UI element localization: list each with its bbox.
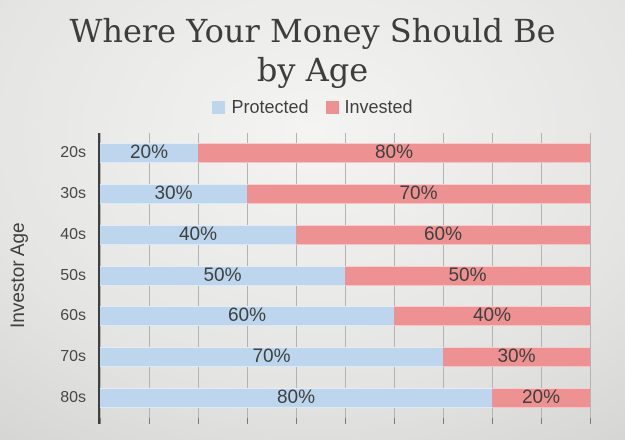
bar-value-label: 30% bbox=[154, 184, 193, 205]
legend: Protected Invested bbox=[0, 97, 625, 118]
bar-segment-protected: 50% bbox=[100, 265, 345, 286]
bar-segment-invested: 50% bbox=[345, 265, 590, 286]
chart-row: 20s 20% 80% bbox=[0, 133, 590, 174]
bar-segment-protected: 70% bbox=[100, 346, 443, 367]
chart-row: 80s 80% 20% bbox=[0, 377, 590, 418]
stacked-bar: 60% 40% bbox=[100, 306, 590, 327]
bar-segment-invested: 20% bbox=[492, 387, 590, 408]
bar-segment-protected: 30% bbox=[100, 184, 247, 205]
bar-value-label: 20% bbox=[129, 143, 169, 164]
legend-item-invested: Invested bbox=[325, 97, 413, 118]
bar-value-label: 30% bbox=[497, 346, 536, 367]
bar-value-label: 80% bbox=[374, 143, 414, 164]
stacked-bar: 40% 60% bbox=[100, 224, 590, 245]
stacked-bar: 70% 30% bbox=[100, 346, 590, 367]
bar-value-label: 70% bbox=[252, 346, 291, 367]
axis-tick bbox=[100, 418, 101, 424]
bar-segment-invested: 40% bbox=[394, 306, 590, 327]
chart-title: Where Your Money Should Be by Age bbox=[69, 12, 556, 90]
bar-value-label: 60% bbox=[227, 306, 267, 327]
bar-segment-protected: 80% bbox=[100, 387, 492, 408]
axis-tick bbox=[492, 418, 493, 424]
bar-value-label: 20% bbox=[521, 387, 561, 408]
axis-tick bbox=[149, 418, 150, 424]
axis-tick bbox=[345, 418, 346, 424]
chart-row: 60s 60% 40% bbox=[0, 296, 590, 337]
legend-item-protected: Protected bbox=[212, 97, 309, 118]
legend-label-invested: Invested bbox=[344, 97, 413, 117]
chart-row: 50s 50% 50% bbox=[0, 255, 590, 296]
bar-value-label: 50% bbox=[448, 265, 487, 286]
bar-segment-invested: 70% bbox=[247, 184, 590, 205]
plot-area: 20s 20% 80% 30s 30% 70% 40s 40% 60% 50s 50% 50% 60s 6… bbox=[0, 133, 625, 424]
bar-value-label: 40% bbox=[178, 224, 218, 245]
axis-tick bbox=[541, 418, 542, 424]
bar-segment-invested: 80% bbox=[198, 143, 590, 164]
category-label: 70s bbox=[60, 347, 86, 365]
stacked-bar: 20% 80% bbox=[100, 143, 590, 164]
bar-value-label: 80% bbox=[276, 387, 316, 408]
stacked-bar: 30% 70% bbox=[100, 184, 590, 205]
category-label: 40s bbox=[60, 225, 86, 243]
bar-segment-invested: 60% bbox=[296, 224, 590, 245]
bar-segment-protected: 60% bbox=[100, 306, 394, 327]
category-label: 80s bbox=[60, 388, 86, 406]
axis-tick bbox=[443, 418, 444, 424]
chart-row: 30s 30% 70% bbox=[0, 174, 590, 215]
bar-segment-protected: 20% bbox=[100, 143, 198, 164]
stacked-bar: 80% 20% bbox=[100, 387, 590, 408]
bar-value-label: 70% bbox=[399, 184, 438, 205]
axis-tick bbox=[296, 418, 297, 424]
category-label: 20s bbox=[60, 144, 86, 162]
category-label: 60s bbox=[60, 307, 86, 325]
chart-row: 70s 70% 30% bbox=[0, 337, 590, 378]
bar-value-label: 50% bbox=[203, 265, 242, 286]
category-label: 30s bbox=[60, 185, 86, 203]
axis-tick bbox=[198, 418, 199, 424]
legend-swatch-invested-icon bbox=[325, 101, 339, 114]
axis-tick bbox=[394, 418, 395, 424]
bar-segment-invested: 30% bbox=[443, 346, 590, 367]
legend-swatch-protected-icon bbox=[212, 101, 226, 114]
legend-label-protected: Protected bbox=[231, 97, 309, 117]
stacked-bar: 50% 50% bbox=[100, 265, 590, 286]
gridline bbox=[590, 133, 591, 418]
bar-value-label: 40% bbox=[472, 306, 512, 327]
bar-value-label: 60% bbox=[423, 224, 463, 245]
y-axis-line bbox=[98, 133, 100, 424]
bar-rows: 20s 20% 80% 30s 30% 70% 40s 40% 60% 50s 50% 50% 60s 6… bbox=[0, 133, 590, 418]
axis-tick bbox=[247, 418, 248, 424]
bar-segment-protected: 40% bbox=[100, 224, 296, 245]
axis-tick bbox=[590, 418, 591, 424]
category-label: 50s bbox=[60, 266, 86, 284]
chart-row: 40s 40% 60% bbox=[0, 214, 590, 255]
